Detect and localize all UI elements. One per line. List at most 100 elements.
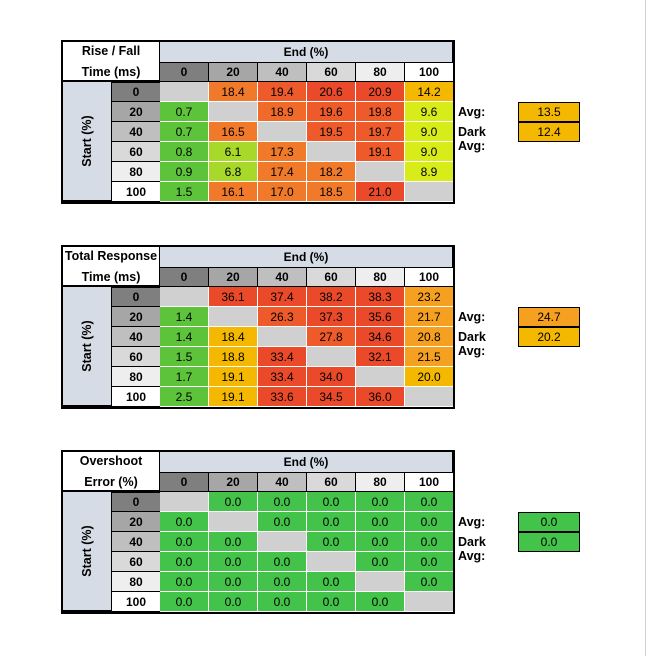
heatmap-cell: 1.5 [160,347,209,367]
row-header-0: 0 [111,82,161,102]
diagonal-cell [356,162,405,182]
heatmap-cell: 18.8 [209,347,258,367]
heatmap-cell: 33.6 [258,387,307,407]
heatmap-cell: 0.0 [307,572,356,592]
heatmap-cell: 0.8 [160,142,209,162]
heatmap-cell: 20.0 [405,367,454,387]
table-title-line1: Overshoot [79,454,143,468]
heatmap-cell: 0.0 [258,572,307,592]
column-header-80: 80 [356,267,405,287]
x-axis-label: End (%) [160,450,454,472]
heatmap-cell: 2.5 [160,387,209,407]
heatmap-cell: 0.0 [405,492,454,512]
heatmap-cell: 0.0 [307,592,356,612]
heatmap-cell: 0.0 [356,492,405,512]
table-title-line1: Rise / Fall [81,44,141,58]
heatmap-cell: 0.0 [209,572,258,592]
column-header-40: 40 [258,472,307,492]
diagonal-cell [307,142,356,162]
avg-value: 24.7 [518,307,580,327]
table-title-line2: Error (%) [84,475,138,489]
row-header-100: 100 [111,182,161,202]
heatmap-cell: 27.8 [307,327,356,347]
diagonal-cell [258,122,307,142]
heatmap-cell: 9.6 [405,102,454,122]
heatmap-cell: 34.6 [356,327,405,347]
row-header-20: 20 [111,512,161,532]
heatmap-cell: 0.0 [209,532,258,552]
x-axis-label: End (%) [160,245,454,267]
avg-value: 0.0 [518,512,580,532]
heatmap-cell: 0.0 [307,492,356,512]
row-header-0: 0 [111,492,161,512]
heatmap-cell: 26.3 [258,307,307,327]
column-header-60: 60 [307,62,356,82]
table-title-line1: Total Response [64,249,158,263]
row-header-60: 60 [111,142,161,162]
heatmap-cell: 21.5 [405,347,454,367]
heatmap-cell: 0.0 [258,552,307,572]
heatmap-cell: 33.4 [258,367,307,387]
column-header-100: 100 [405,472,454,492]
heatmap-cell: 0.0 [356,552,405,572]
row-header-40: 40 [111,327,161,347]
row-header-80: 80 [111,367,161,387]
heatmap-cell: 0.0 [209,552,258,572]
heatmap-cell: 19.1 [356,142,405,162]
heatmap-cell: 17.3 [258,142,307,162]
diagonal-cell [307,552,356,572]
heatmap-cell: 0.0 [356,532,405,552]
x-axis-label: End (%) [160,40,454,62]
row-header-100: 100 [111,592,161,612]
diagonal-cell [405,182,454,202]
column-header-20: 20 [209,267,258,287]
heatmap-cell: 14.2 [405,82,454,102]
table-title: Rise / Fall Time (ms) [61,40,161,82]
heatmap-cell: 0.0 [160,552,209,572]
heatmap-cell: 0.0 [209,592,258,612]
heatmap-cell: 21.0 [356,182,405,202]
y-axis-label: Start (%) [79,525,94,577]
column-header-40: 40 [258,267,307,287]
avg-label: Avg: [458,105,486,119]
heatmap-cell: 18.9 [258,102,307,122]
heatmap-cell: 19.7 [356,122,405,142]
heatmap-cell: 0.0 [160,532,209,552]
avg-label: Avg: [458,310,486,324]
column-header-0: 0 [160,62,209,82]
dark-avg-value: 20.2 [518,327,580,347]
y-axis-band: Start (%) [61,82,111,202]
dark-avg-value: 12.4 [518,122,580,142]
heatmap-cell: 18.2 [307,162,356,182]
diagonal-cell [356,367,405,387]
heatmap-cell: 9.0 [405,142,454,162]
y-axis-band: Start (%) [61,287,111,407]
row-header-60: 60 [111,552,161,572]
heatmap-cell: 0.0 [258,592,307,612]
table-title-line2: Time (ms) [81,270,141,284]
dark-avg-value: 0.0 [518,532,580,552]
column-header-80: 80 [356,62,405,82]
heatmap-cell: 16.5 [209,122,258,142]
row-header-20: 20 [111,307,161,327]
row-header-20: 20 [111,102,161,122]
heatmap-cell: 16.1 [209,182,258,202]
avg-value: 13.5 [518,102,580,122]
diagonal-cell [405,592,454,612]
diagonal-cell [160,287,209,307]
heatmap-cell: 1.7 [160,367,209,387]
heatmap-cell: 19.4 [258,82,307,102]
heatmap-cell: 36.0 [356,387,405,407]
heatmap-cell: 17.0 [258,182,307,202]
heatmap-cell: 34.0 [307,367,356,387]
diagonal-cell [209,512,258,532]
heatmap-cell: 1.4 [160,307,209,327]
table-title: Total Response Time (ms) [61,245,161,287]
heatmap-cell: 0.0 [307,532,356,552]
heatmap-cell: 20.9 [356,82,405,102]
column-header-60: 60 [307,267,356,287]
heatmap-cell: 19.1 [209,367,258,387]
heatmap-cell: 20.8 [405,327,454,347]
row-header-80: 80 [111,162,161,182]
diagonal-cell [160,492,209,512]
